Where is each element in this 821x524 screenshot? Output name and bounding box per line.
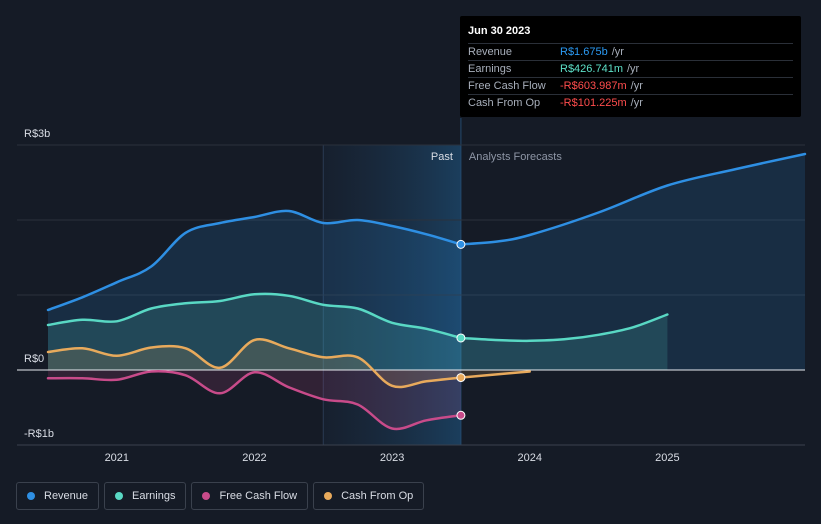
revenue-marker bbox=[456, 239, 466, 249]
earnings-marker bbox=[456, 333, 466, 343]
tooltip-unit: /yr bbox=[630, 80, 643, 92]
x-tick-label: 2025 bbox=[655, 452, 679, 464]
earnings-past-line bbox=[46, 292, 463, 340]
revenue-forecast-line bbox=[459, 152, 807, 246]
cash-from-op-forecast-line bbox=[459, 370, 531, 379]
tooltip-unit: /yr bbox=[627, 63, 640, 75]
free-cash-flow-area bbox=[48, 370, 461, 429]
y-tick-label: R$0 bbox=[24, 353, 44, 365]
legend-label: Revenue bbox=[44, 490, 89, 502]
tooltip-value: R$1.675b bbox=[560, 46, 608, 58]
tooltip-label: Cash From Op bbox=[468, 97, 541, 109]
tooltip-date: Jun 30 2023 bbox=[468, 25, 531, 37]
legend-dot-icon bbox=[115, 492, 124, 500]
tooltip-label: Free Cash Flow bbox=[468, 80, 546, 92]
cash-from-op-past-line bbox=[46, 338, 463, 389]
tooltip-row-cash-from-op: Cash From Op -R$101.225m /yr bbox=[468, 94, 793, 111]
y-tick-label: R$3b bbox=[24, 128, 50, 140]
legend-dot-icon bbox=[27, 492, 35, 500]
legend-item-revenue[interactable]: Revenue bbox=[16, 482, 100, 510]
tooltip-label: Revenue bbox=[468, 46, 513, 58]
free-cash-flow-marker bbox=[456, 410, 466, 420]
y-tick-label: -R$1b bbox=[24, 428, 54, 440]
legend-label: Cash From Op bbox=[341, 490, 414, 502]
x-tick-label: 2021 bbox=[105, 452, 129, 464]
cash-from-op-area bbox=[48, 339, 530, 387]
legend-dot-icon bbox=[202, 492, 211, 500]
x-tick-label: 2023 bbox=[380, 452, 404, 464]
past-label: Past bbox=[431, 151, 453, 163]
revenue-area bbox=[48, 154, 805, 370]
legend-item-free-cash-flow[interactable]: Free Cash Flow bbox=[191, 482, 309, 510]
tooltip-label: Earnings bbox=[468, 63, 512, 75]
cash-from-op-marker bbox=[456, 373, 466, 383]
revenue-past-line bbox=[46, 209, 463, 312]
legend-dot-icon bbox=[324, 492, 333, 500]
tooltip-row-free-cash-flow: Free Cash Flow -R$603.987m /yr bbox=[468, 77, 793, 94]
legend-item-cash-from-op[interactable]: Cash From Op bbox=[313, 482, 425, 510]
tooltip-row-earnings: Earnings R$426.741m /yr bbox=[468, 60, 793, 77]
legend-item-earnings[interactable]: Earnings bbox=[104, 482, 187, 510]
earnings-area bbox=[48, 293, 668, 370]
tooltip-row-revenue: Revenue R$1.675b /yr bbox=[468, 43, 793, 60]
forecast-label: Analysts Forecasts bbox=[469, 151, 562, 163]
free-cash-flow-past-line bbox=[46, 370, 463, 431]
tooltip-unit: /yr bbox=[630, 97, 643, 109]
tooltip-value: -R$603.987m bbox=[560, 80, 627, 92]
tooltip: Jun 30 2023 Revenue R$1.675b /yr Earning… bbox=[460, 16, 801, 117]
x-tick-label: 2024 bbox=[517, 452, 541, 464]
x-tick-label: 2022 bbox=[242, 452, 266, 464]
legend-label: Earnings bbox=[132, 490, 176, 502]
legend-label: Free Cash Flow bbox=[219, 490, 298, 502]
earnings-forecast-line bbox=[459, 313, 669, 343]
tooltip-unit: /yr bbox=[611, 46, 624, 58]
tooltip-value: R$426.741m bbox=[560, 63, 623, 75]
tooltip-value: -R$101.225m bbox=[560, 97, 627, 109]
legend: Revenue Earnings Free Cash Flow Cash Fro… bbox=[16, 482, 425, 510]
